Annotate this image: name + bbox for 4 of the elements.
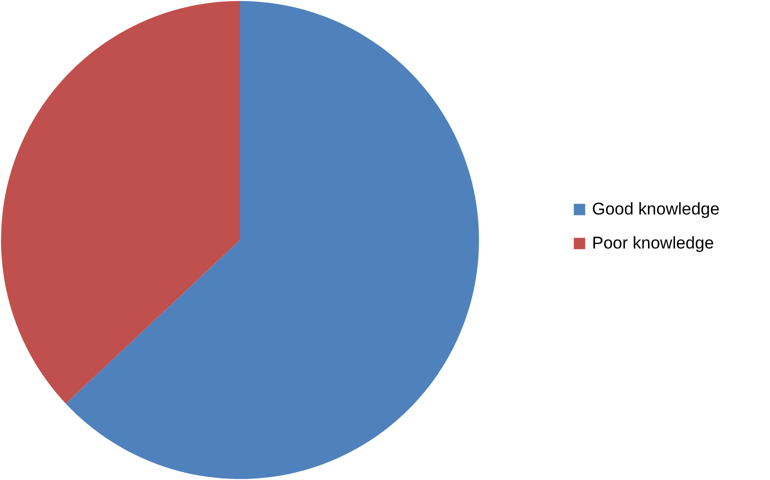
pie-slice	[1, 1, 240, 404]
pie-slice	[66, 1, 479, 479]
legend-label: Good knowledge	[592, 200, 720, 218]
legend-label: Poor knowledge	[592, 234, 714, 252]
